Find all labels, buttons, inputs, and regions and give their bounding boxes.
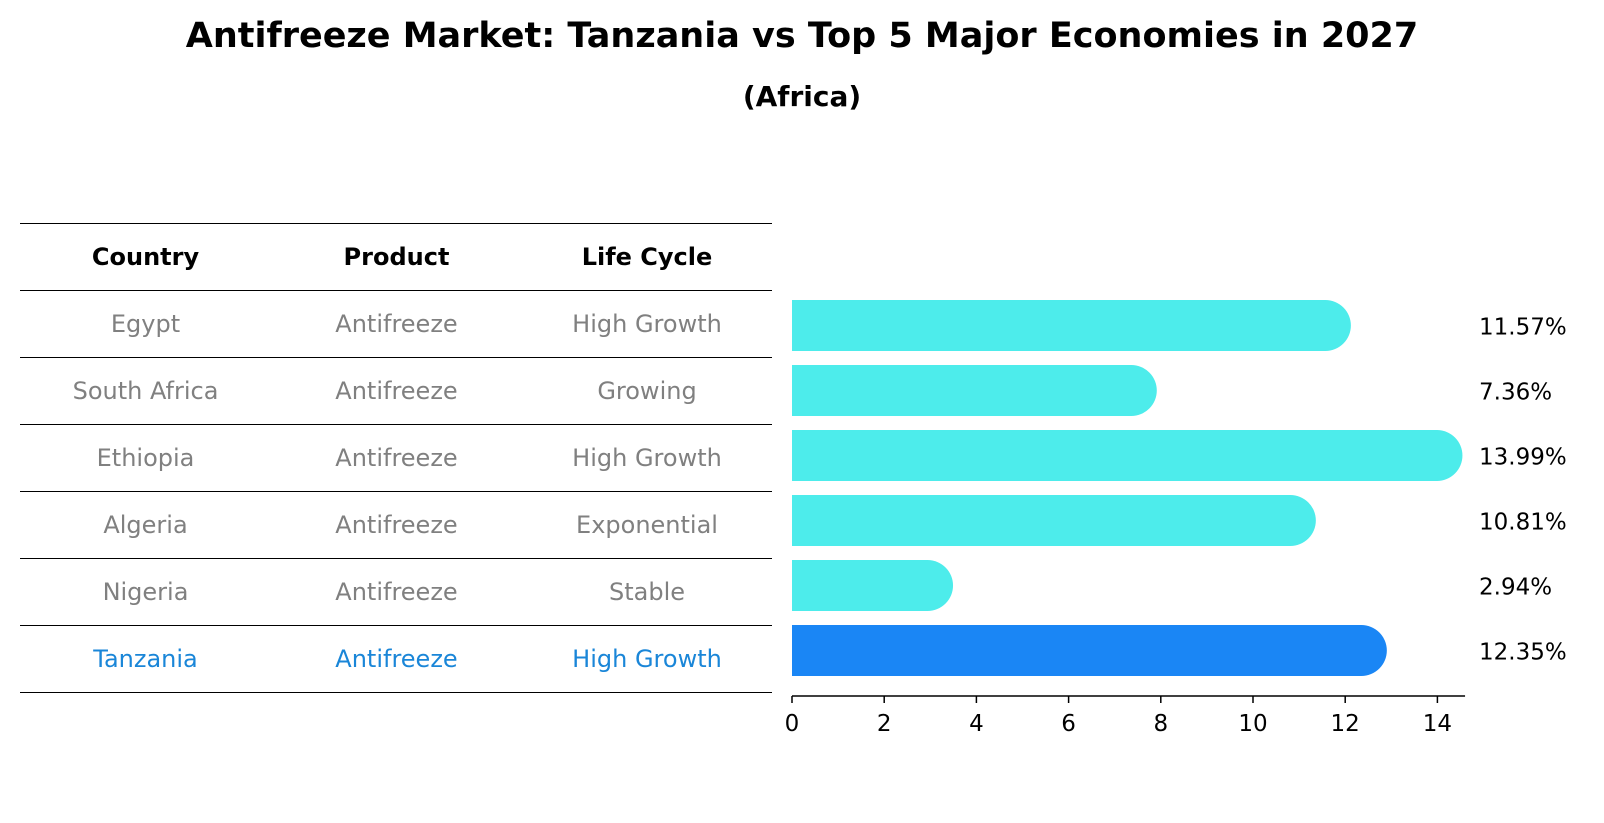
x-tick-label: 10 xyxy=(1238,711,1267,737)
comparison-table: Country Product Life Cycle Egypt Antifre… xyxy=(20,223,772,693)
cell-country: Tanzania xyxy=(20,625,271,693)
table-row: Egypt Antifreeze High Growth xyxy=(20,290,772,358)
cell-life-cycle: Stable xyxy=(522,558,772,626)
x-tick-label: 6 xyxy=(1061,711,1076,737)
x-tick-label: 0 xyxy=(785,711,800,737)
x-tick-label: 4 xyxy=(969,711,984,737)
header-country: Country xyxy=(20,223,271,291)
cell-life-cycle: High Growth xyxy=(522,424,772,492)
data-label: 2.94% xyxy=(1479,575,1552,601)
bar-ethiopia xyxy=(792,430,1463,481)
chart-title: Antifreeze Market: Tanzania vs Top 5 Maj… xyxy=(185,16,1419,56)
data-label: 7.36% xyxy=(1479,380,1552,406)
data-label: 12.35% xyxy=(1479,640,1567,666)
table-row: South Africa Antifreeze Growing xyxy=(20,357,772,425)
cell-product: Antifreeze xyxy=(271,558,522,626)
data-label: 13.99% xyxy=(1479,445,1567,471)
header-life-cycle: Life Cycle xyxy=(522,223,772,291)
x-tick-label: 2 xyxy=(877,711,892,737)
bar-south-africa xyxy=(792,365,1157,416)
data-label: 11.57% xyxy=(1479,315,1567,341)
cell-product: Antifreeze xyxy=(271,424,522,492)
table-header-row: Country Product Life Cycle xyxy=(20,223,772,291)
x-tick-label: 14 xyxy=(1423,711,1452,737)
cell-country: Nigeria xyxy=(20,558,271,626)
data-label: 10.81% xyxy=(1479,510,1567,536)
cell-product: Antifreeze xyxy=(271,625,522,693)
cell-life-cycle: High Growth xyxy=(522,625,772,693)
cell-life-cycle: Exponential xyxy=(522,491,772,559)
cell-country: Egypt xyxy=(20,290,271,358)
header-product: Product xyxy=(271,223,522,291)
cell-product: Antifreeze xyxy=(271,290,522,358)
cell-product: Antifreeze xyxy=(271,491,522,559)
table-row: Nigeria Antifreeze Stable xyxy=(20,558,772,626)
table-row: Ethiopia Antifreeze High Growth xyxy=(20,424,772,492)
cell-life-cycle: High Growth xyxy=(522,290,772,358)
x-tick-label: 12 xyxy=(1331,711,1360,737)
cell-country: South Africa xyxy=(20,357,271,425)
bar-egypt xyxy=(792,300,1351,351)
x-tick-label: 8 xyxy=(1153,711,1168,737)
table-row-highlight: Tanzania Antifreeze High Growth xyxy=(20,625,772,693)
cell-country: Ethiopia xyxy=(20,424,271,492)
chart-subtitle: (Africa) xyxy=(742,80,862,113)
cell-country: Algeria xyxy=(20,491,271,559)
table-row: Algeria Antifreeze Exponential xyxy=(20,491,772,559)
bar-algeria xyxy=(792,495,1316,546)
bar-tanzania xyxy=(792,625,1387,676)
cell-product: Antifreeze xyxy=(271,357,522,425)
bar-nigeria xyxy=(792,560,954,611)
